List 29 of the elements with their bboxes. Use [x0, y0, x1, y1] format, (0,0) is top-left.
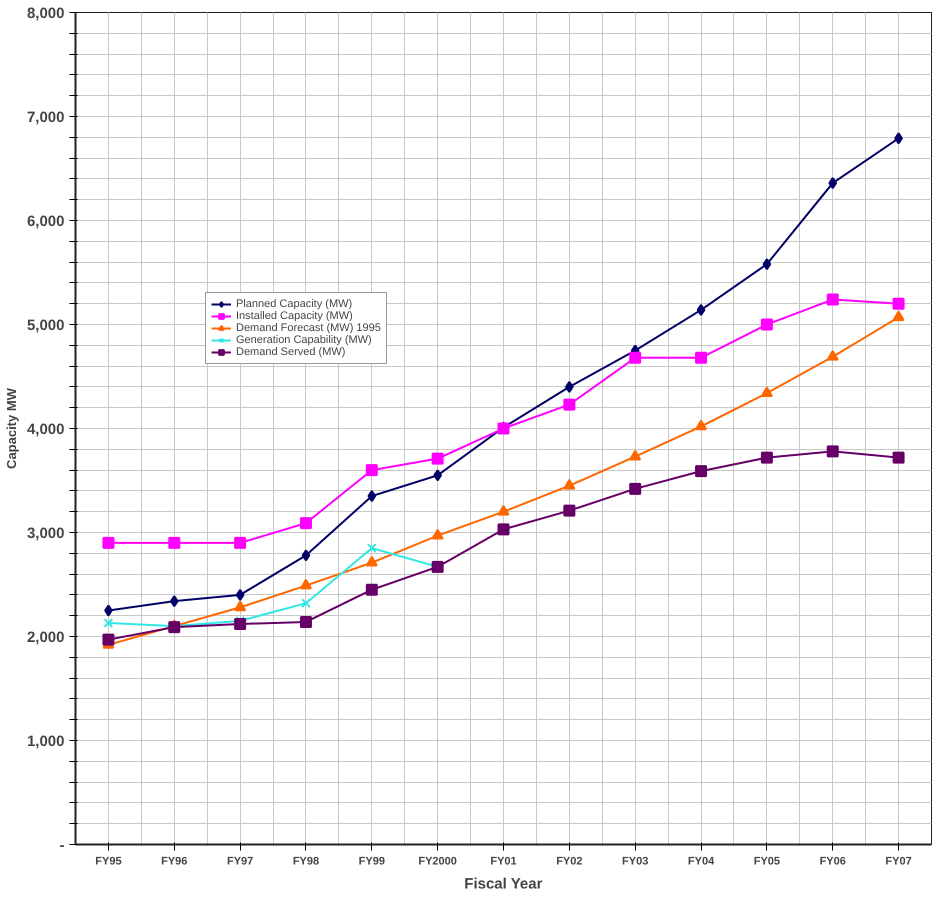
x-axis-title: Fiscal Year — [464, 876, 543, 892]
x-tick-label: FY04 — [688, 856, 716, 868]
legend-label: Demand Served (MW) — [236, 346, 346, 358]
y-tick-label: 5,000 — [26, 317, 65, 334]
y-tick-label: 6,000 — [26, 213, 65, 230]
x-tick-label: FY03 — [622, 856, 648, 868]
x-tick-label: FY95 — [95, 856, 122, 868]
x-tick-label: FY97 — [226, 856, 254, 868]
x-tick-label: FY06 — [820, 856, 846, 868]
x-tick-label: FY01 — [490, 856, 517, 868]
y-tick-label: 8,000 — [26, 5, 65, 22]
y-tick-label: 7,000 — [26, 109, 65, 126]
x-tick-label: FY99 — [358, 856, 385, 868]
legend-label: Generation Capability (MW) — [236, 334, 372, 346]
x-tick-label: FY05 — [754, 856, 780, 868]
legend-label: Planned Capacity (MW) — [236, 298, 352, 310]
x-tick-label: FY07 — [885, 856, 912, 868]
y-tick-label: 2,000 — [26, 629, 65, 646]
x-tick-label: FY2000 — [418, 856, 457, 868]
y-tick-label: 1,000 — [26, 733, 65, 750]
y-axis-title: Capacity MW — [4, 387, 19, 469]
y-tick-label: 4,000 — [26, 421, 65, 438]
y-tick-label: 3,000 — [26, 525, 65, 542]
x-tick-label: FY98 — [292, 856, 320, 868]
x-tick-label: FY96 — [161, 856, 188, 868]
x-tick-label: FY02 — [556, 856, 582, 868]
legend-label: Demand Forecast (MW) 1995 — [236, 322, 381, 334]
y-tick-label: - — [60, 837, 65, 854]
legend-label: Installed Capacity (MW) — [236, 310, 353, 322]
